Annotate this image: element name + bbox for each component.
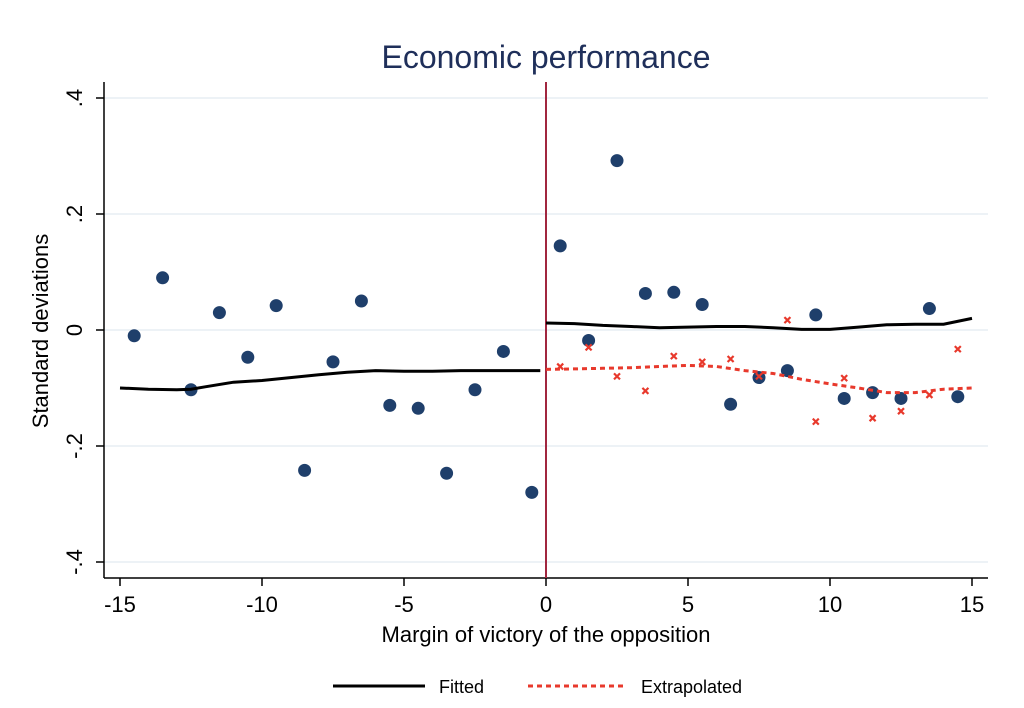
y-axis-ticks: -.4 -.2 0 .2 .4 <box>62 89 104 575</box>
y-tick-label: .2 <box>62 205 87 223</box>
x-tick-label: 15 <box>960 592 984 617</box>
data-point <box>780 364 794 378</box>
data-point <box>326 355 340 369</box>
fitted-line <box>119 369 541 392</box>
extrapolated-marker <box>698 358 706 366</box>
data-point <box>837 391 851 405</box>
data-point <box>298 463 312 477</box>
extrapolated-marker <box>670 352 678 360</box>
series <box>119 154 973 499</box>
extrapolated-marker <box>925 391 934 399</box>
x-tick-label: -10 <box>246 592 278 617</box>
y-axis-label: Standard deviations <box>28 234 53 428</box>
data-point <box>695 297 709 311</box>
y-tick-label: -.2 <box>62 433 87 459</box>
data-point <box>156 271 170 285</box>
x-axis-label: Margin of victory of the opposition <box>382 622 711 647</box>
data-point <box>894 391 908 405</box>
extrapolated-marker <box>897 407 905 415</box>
x-tick-label: -5 <box>394 592 414 617</box>
data-point <box>610 154 624 168</box>
y-tick-label: -.4 <box>62 549 87 575</box>
data-point <box>951 390 965 404</box>
extrapolated-marker <box>812 417 820 426</box>
data-point <box>269 299 283 313</box>
extrapolated-marker <box>868 414 877 422</box>
data-point <box>354 294 368 308</box>
extrapolated-marker <box>613 372 621 381</box>
legend-extrapolated-label: Extrapolated <box>641 677 742 697</box>
data-point <box>496 344 510 358</box>
data-point <box>411 401 425 415</box>
x-tick-label: 0 <box>540 592 552 617</box>
extrapolated-marker <box>641 387 650 395</box>
x-tick-label: -15 <box>104 592 136 617</box>
x-axis-ticks: -15 -10 -5 0 5 10 15 <box>104 578 984 617</box>
chart-title: Economic performance <box>381 39 710 75</box>
data-point <box>241 350 255 364</box>
extrapolated-marker <box>584 343 593 352</box>
x-tick-label: 10 <box>818 592 842 617</box>
legend-fitted-label: Fitted <box>439 677 484 697</box>
data-point <box>866 386 880 400</box>
x-tick-label: 5 <box>682 592 694 617</box>
extrapolated-marker <box>755 372 763 381</box>
y-tick-label: 0 <box>62 324 87 336</box>
legend: Fitted Extrapolated <box>333 677 742 697</box>
extrapolated-marker <box>840 374 848 382</box>
data-point <box>468 383 482 397</box>
fitted-line <box>545 316 973 331</box>
data-point <box>383 398 397 412</box>
data-point <box>212 306 226 320</box>
data-point <box>809 308 823 322</box>
data-point <box>724 397 738 411</box>
extrapolated-marker <box>783 316 792 324</box>
data-point <box>525 485 539 499</box>
extrapolated-marker <box>954 345 962 353</box>
data-point <box>922 302 936 316</box>
data-point <box>582 333 596 347</box>
data-point <box>638 286 652 300</box>
extrapolated-marker <box>726 355 735 363</box>
data-point <box>127 329 141 343</box>
data-point <box>553 239 567 253</box>
data-point <box>667 285 681 299</box>
y-tick-label: .4 <box>62 89 87 107</box>
data-point <box>440 466 454 480</box>
